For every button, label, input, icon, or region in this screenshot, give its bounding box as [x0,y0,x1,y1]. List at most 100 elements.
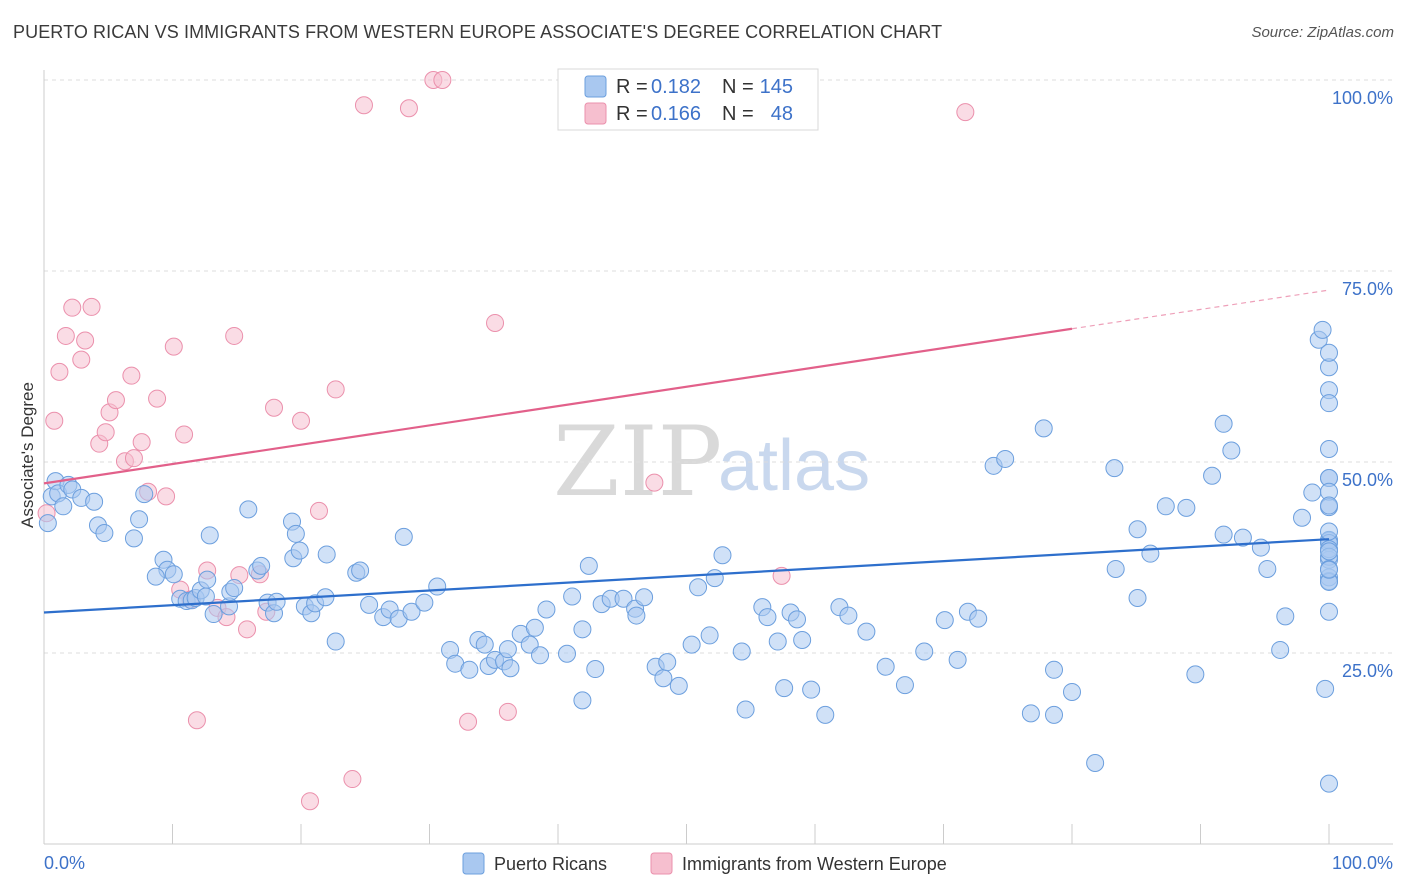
data-point [164,337,183,356]
data-point [225,326,244,345]
data-point [857,622,876,641]
data-point [816,705,835,724]
data-point [1276,607,1295,626]
data-point [309,501,328,520]
data-point [1320,496,1338,515]
data-point [354,96,373,115]
data-point [1128,520,1147,539]
data-point [713,546,732,565]
data-point [537,600,556,619]
data-point [56,326,75,345]
x-tick-label-min: 0.0% [44,853,85,873]
data-point [498,640,517,659]
legend-n-value-1: 145 [760,76,793,98]
data-point [157,487,176,506]
chart-title: PUERTO RICAN VS IMMIGRANTS FROM WESTERN … [13,22,943,42]
data-point [1303,483,1322,502]
data-point [326,632,345,651]
data-point [132,433,151,452]
data-point [475,635,494,654]
data-point [428,577,447,596]
data-point [200,526,219,545]
data-point [164,565,183,584]
data-point [1233,528,1252,547]
legend-swatch-pink [584,102,607,125]
data-point [146,567,165,586]
y-tick-label: 100.0% [1332,88,1393,108]
data-point [290,541,309,560]
bottom-legend-label-puerto-ricans: Puerto Ricans [494,854,607,874]
data-point [1177,498,1196,517]
y-tick-label: 25.0% [1342,661,1393,681]
trend-lines [43,289,1330,614]
data-point [1156,497,1175,516]
data-point [317,545,336,564]
data-point [1045,705,1064,724]
data-point [1203,466,1222,485]
legend-r-label-1: R = [616,76,648,98]
gridlines [44,79,1393,654]
data-point [1214,414,1233,433]
data-point [614,589,633,608]
data-point [948,650,967,669]
data-point [175,425,194,444]
data-point [239,500,258,519]
data-point [225,579,244,598]
data-point [76,331,95,350]
data-point [1320,343,1338,362]
data-point [360,595,379,614]
y-tick-label: 75.0% [1342,279,1393,299]
data-point [732,642,751,661]
data-point [969,609,988,628]
data-point [486,313,505,332]
data-point [38,514,57,533]
data-point [498,702,517,721]
trend-line-immigrants [43,327,1073,485]
data-point [736,700,755,719]
data-point [935,611,954,630]
data-point [433,71,452,89]
data-point [915,642,934,661]
data-point [1106,559,1125,578]
legend-n-value-2: 48 [771,103,793,125]
data-point [586,660,605,679]
data-point [788,610,807,629]
data-point [204,605,223,624]
data-point [758,608,777,627]
data-point [654,669,673,688]
data-point [557,644,576,663]
data-point [300,792,319,811]
data-point [775,679,794,698]
data-point [399,99,418,118]
data-point [658,653,677,672]
data-point [669,676,688,695]
data-point [265,398,284,417]
legend-n-label-2: N = [722,103,754,125]
data-point [573,691,592,710]
data-point [682,635,701,654]
data-point [1320,440,1338,459]
bottom-legend-swatch-blue [462,852,485,875]
data-point [1186,665,1205,684]
x-axis-ticks [43,824,1330,844]
data-point [96,423,115,442]
data-point [1320,522,1338,541]
data-point [286,524,305,543]
watermark-atlas: atlas [718,426,870,506]
data-point [292,411,310,430]
data-point [238,620,257,639]
data-point [700,626,719,645]
data-point [82,297,101,316]
data-point [326,380,345,399]
data-point [689,578,708,597]
data-point [1316,679,1335,698]
data-point [802,680,821,699]
data-point [267,592,286,611]
data-point [1320,542,1338,561]
data-point [459,712,478,731]
data-point [1258,559,1277,578]
data-point [54,497,73,516]
data-point [45,411,64,430]
data-point [198,570,217,589]
series-puerto-ricans [38,320,1338,793]
